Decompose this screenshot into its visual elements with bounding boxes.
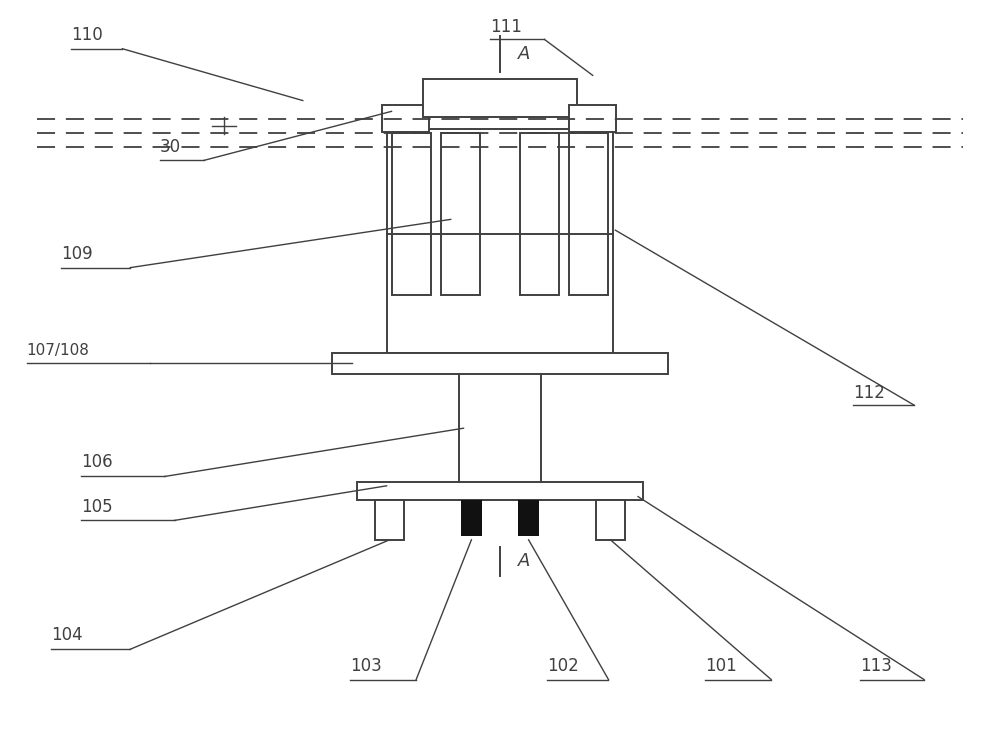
Text: 101: 101 — [705, 657, 737, 675]
Bar — [520, 133, 559, 295]
Bar — [569, 105, 616, 132]
Text: A: A — [518, 45, 530, 62]
Text: 109: 109 — [61, 244, 93, 263]
Bar — [461, 500, 482, 537]
Text: 103: 103 — [350, 657, 382, 675]
Text: 30: 30 — [160, 138, 181, 156]
Text: A: A — [518, 553, 530, 570]
Text: 105: 105 — [81, 498, 113, 516]
Text: 107/108: 107/108 — [27, 344, 90, 358]
Text: 111: 111 — [490, 18, 522, 36]
Bar — [375, 500, 404, 539]
Bar — [332, 352, 668, 374]
Bar — [357, 482, 643, 500]
Bar — [423, 79, 577, 117]
Text: 106: 106 — [81, 454, 113, 471]
Bar — [518, 500, 539, 537]
Text: 102: 102 — [547, 657, 579, 675]
Text: 110: 110 — [71, 26, 103, 44]
Bar — [387, 129, 613, 352]
Text: 113: 113 — [860, 657, 892, 675]
Bar — [382, 105, 429, 132]
Bar — [596, 500, 625, 539]
Text: 112: 112 — [853, 384, 885, 401]
Bar — [392, 133, 431, 295]
Bar — [441, 133, 480, 295]
Bar — [569, 133, 608, 295]
Text: 104: 104 — [51, 626, 83, 644]
